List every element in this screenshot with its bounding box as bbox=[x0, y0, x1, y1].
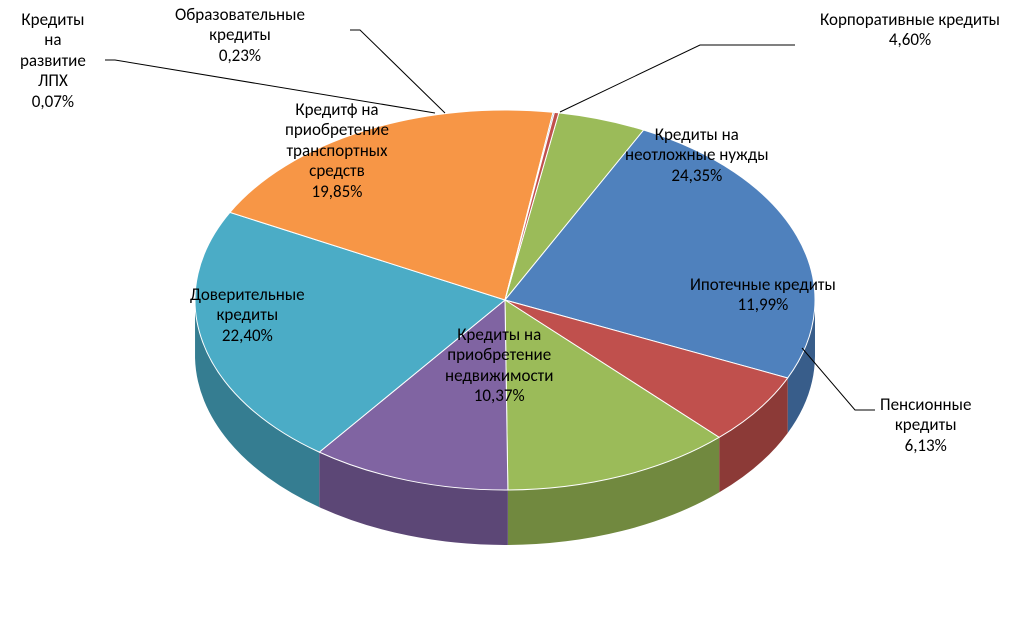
pie-chart-3d: { "chart": { "type": "pie-3d", "cx": 505… bbox=[0, 0, 1010, 619]
label-education-loans: Образовательные кредиты 0,23% bbox=[175, 5, 305, 66]
label-trust-loans: Доверительные кредиты 22,40% bbox=[190, 285, 305, 346]
label-lph-loans: Кредиты на развитие ЛПХ 0,07% bbox=[20, 10, 86, 112]
leader-lines bbox=[0, 0, 1010, 619]
label-corporate-loans: Корпоративные кредиты 4,60% bbox=[820, 10, 1000, 51]
label-mortgage-loans: Ипотечные кредиты 11,99% bbox=[690, 275, 836, 316]
label-pension-loans: Пенсионные кредиты 6,13% bbox=[880, 395, 971, 456]
label-real-estate-loans: Кредиты на приобретение недвижимости 10,… bbox=[445, 325, 553, 407]
label-vehicle-loans: Кредитф на приобретение транспортных сре… bbox=[285, 100, 389, 202]
label-urgent-needs-loans: Кредиты на неотложные нужды 24,35% bbox=[625, 125, 769, 186]
